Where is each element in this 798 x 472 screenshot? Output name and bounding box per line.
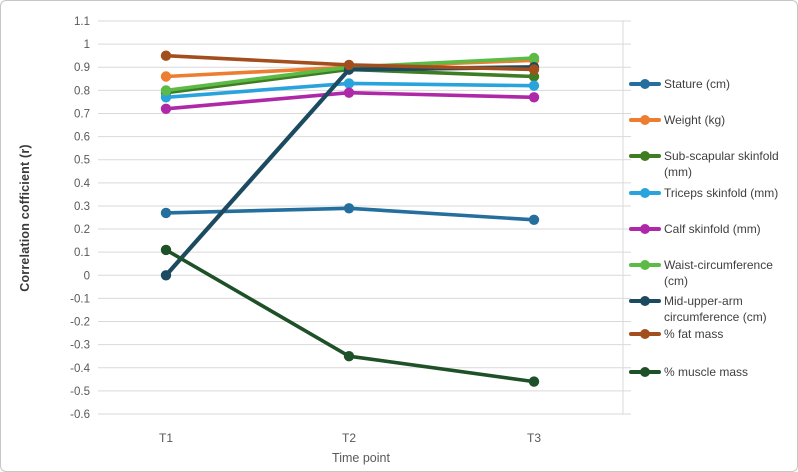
legend: Stature (cm) Weight (kg) Sub-scapular skin… bbox=[629, 1, 795, 471]
data-point bbox=[528, 92, 540, 103]
legend-item: % fat mass bbox=[629, 326, 723, 342]
legend-label: Waist-circumference (cm) bbox=[664, 258, 773, 288]
y-tick-label: 0.6 bbox=[74, 132, 90, 144]
legend-item: % muscle mass bbox=[629, 364, 748, 380]
legend-label: % muscle mass bbox=[664, 365, 749, 379]
data-point bbox=[528, 64, 540, 75]
y-tick-label: -0.6 bbox=[70, 409, 90, 421]
y-tick-label: 1.1 bbox=[74, 16, 90, 28]
y-tick-label: -0.2 bbox=[70, 317, 90, 329]
data-point bbox=[160, 50, 172, 61]
legend-marker-icon bbox=[629, 185, 661, 201]
data-point bbox=[160, 270, 172, 281]
legend-label: Sub-scapular skinfold (mm) bbox=[664, 149, 779, 179]
legend-marker-icon bbox=[629, 221, 661, 237]
legend-dot-swatch bbox=[640, 296, 650, 306]
y-tick-label: 0.3 bbox=[74, 201, 90, 213]
y-tick-label: 0.8 bbox=[74, 85, 90, 97]
legend-label: Weight (kg) bbox=[664, 113, 726, 127]
data-point bbox=[343, 203, 355, 214]
legend-label: Triceps skinfold (mm) bbox=[664, 186, 779, 200]
legend-label: Stature (cm) bbox=[664, 77, 731, 91]
legend-item: Weight (kg) bbox=[629, 112, 725, 128]
legend-label: % fat mass bbox=[664, 327, 724, 341]
legend-marker-icon bbox=[629, 257, 661, 273]
legend-dot-swatch bbox=[640, 115, 650, 125]
data-point bbox=[160, 85, 172, 96]
y-tick-label: 0 bbox=[84, 270, 90, 282]
x-tick-label: T3 bbox=[527, 431, 541, 445]
data-point bbox=[160, 71, 172, 82]
legend-item: Mid-upper-arm circumference (cm) bbox=[629, 293, 767, 325]
legend-dot-swatch bbox=[640, 329, 650, 339]
legend-dot-swatch bbox=[640, 188, 650, 198]
y-tick-label: 0.4 bbox=[74, 178, 91, 190]
y-tick-label: -0.5 bbox=[70, 386, 90, 398]
data-point bbox=[528, 376, 540, 387]
legend-dot-swatch bbox=[640, 79, 650, 89]
legend-item: Stature (cm) bbox=[629, 76, 730, 92]
legend-marker-icon bbox=[629, 364, 661, 380]
legend-label: Mid-upper-arm circumference (cm) bbox=[664, 294, 767, 324]
y-axis-title: Correlation cofficient (r) bbox=[18, 144, 32, 292]
legend-dot-swatch bbox=[640, 151, 650, 161]
y-tick-label: 1 bbox=[84, 39, 90, 51]
y-tick-label: 0.5 bbox=[74, 155, 90, 167]
y-tick-label: 0.7 bbox=[74, 108, 90, 120]
y-tick-label: 0.9 bbox=[74, 62, 90, 74]
data-point bbox=[343, 351, 355, 362]
data-point bbox=[343, 59, 355, 71]
data-point bbox=[528, 80, 540, 91]
x-tick-label: T2 bbox=[342, 431, 356, 445]
y-tick-label: -0.3 bbox=[70, 340, 90, 352]
legend-dot-swatch bbox=[640, 367, 650, 377]
data-point bbox=[160, 207, 172, 219]
legend-dot-swatch bbox=[640, 260, 650, 270]
y-tick-label: -0.4 bbox=[70, 363, 90, 375]
legend-label: Calf skinfold (mm) bbox=[664, 222, 761, 236]
legend-item: Triceps skinfold (mm) bbox=[629, 185, 778, 201]
legend-marker-icon bbox=[629, 148, 661, 164]
legend-dot-swatch bbox=[640, 224, 650, 234]
series-line bbox=[163, 65, 537, 278]
legend-marker-icon bbox=[629, 293, 661, 309]
legend-item: Waist-circumference (cm) bbox=[629, 257, 773, 289]
data-point bbox=[343, 87, 355, 98]
legend-marker-icon bbox=[629, 76, 661, 92]
series-line bbox=[164, 248, 536, 384]
data-point bbox=[160, 103, 172, 115]
legend-marker-icon bbox=[629, 326, 661, 342]
y-tick-label: 0.1 bbox=[74, 247, 90, 259]
data-point bbox=[528, 52, 540, 64]
data-point bbox=[160, 244, 172, 256]
legend-marker-icon bbox=[629, 112, 661, 128]
x-tick-label: T1 bbox=[159, 431, 173, 445]
y-tick-label: 0.2 bbox=[74, 224, 90, 236]
legend-item: Calf skinfold (mm) bbox=[629, 221, 761, 237]
legend-item: Sub-scapular skinfold (mm) bbox=[629, 148, 779, 180]
x-axis-title: Time point bbox=[332, 451, 390, 465]
data-point bbox=[343, 78, 355, 89]
data-point bbox=[528, 214, 540, 225]
y-tick-label: -0.1 bbox=[70, 293, 90, 305]
